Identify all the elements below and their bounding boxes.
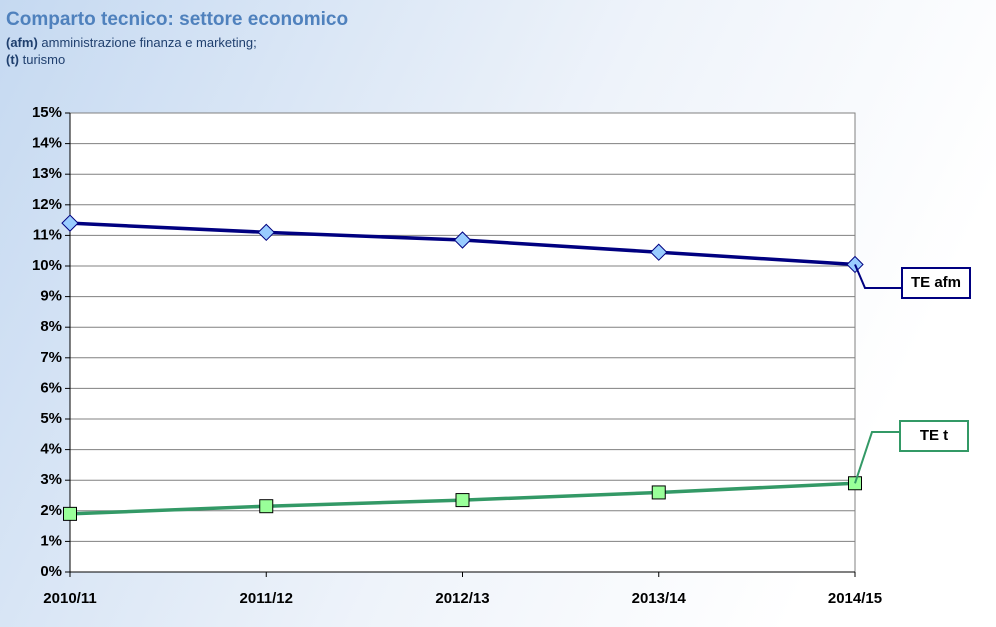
y-tick-label: 5% xyxy=(40,410,62,427)
callout-leader xyxy=(854,431,900,484)
x-tick-label: 2011/12 xyxy=(240,590,293,607)
subtitle-text: turismo xyxy=(23,52,66,67)
callout-leader xyxy=(854,264,902,289)
y-tick-label: 0% xyxy=(40,563,62,580)
x-tick-label: 2012/13 xyxy=(435,590,489,607)
y-tick-label: 13% xyxy=(32,165,62,182)
marker xyxy=(651,485,666,500)
y-tick-label: 7% xyxy=(40,349,62,366)
callout-box xyxy=(899,420,969,452)
y-tick-label: 6% xyxy=(40,379,62,396)
y-tick-label: 1% xyxy=(40,532,62,549)
x-tick-label: 2013/14 xyxy=(632,590,687,607)
subtitle-text: amministrazione finanza e marketing; xyxy=(41,35,256,50)
y-tick-label: 8% xyxy=(40,318,62,335)
y-tick-label: 15% xyxy=(32,104,62,121)
y-tick-label: 12% xyxy=(32,196,62,213)
y-tick-label: 10% xyxy=(32,257,62,274)
y-tick-label: 14% xyxy=(32,135,62,152)
marker xyxy=(650,243,668,261)
x-tick-label: 2010/11 xyxy=(43,590,96,607)
marker xyxy=(455,493,470,508)
chart-title: Comparto tecnico: settore economico xyxy=(6,9,348,30)
y-tick-label: 3% xyxy=(40,471,62,488)
subtitle-line: (t) turismo xyxy=(6,52,65,67)
y-tick-label: 4% xyxy=(40,441,62,458)
y-tick-label: 2% xyxy=(40,502,62,519)
marker xyxy=(61,214,79,232)
marker xyxy=(259,499,274,514)
legend-label: TE t xyxy=(920,427,948,444)
legend-label: TE afm xyxy=(911,274,961,291)
subtitle-abbr: (afm) xyxy=(6,35,38,50)
subtitle-line: (afm) amministrazione finanza e marketin… xyxy=(6,35,257,50)
subtitle-abbr: (t) xyxy=(6,52,19,67)
marker xyxy=(63,506,77,521)
y-tick-label: 11% xyxy=(33,226,62,243)
x-tick-label: 2014/15 xyxy=(828,590,882,607)
y-tick-label: 9% xyxy=(40,288,62,305)
marker xyxy=(453,231,472,249)
marker xyxy=(257,223,275,242)
callout-box xyxy=(901,267,971,299)
